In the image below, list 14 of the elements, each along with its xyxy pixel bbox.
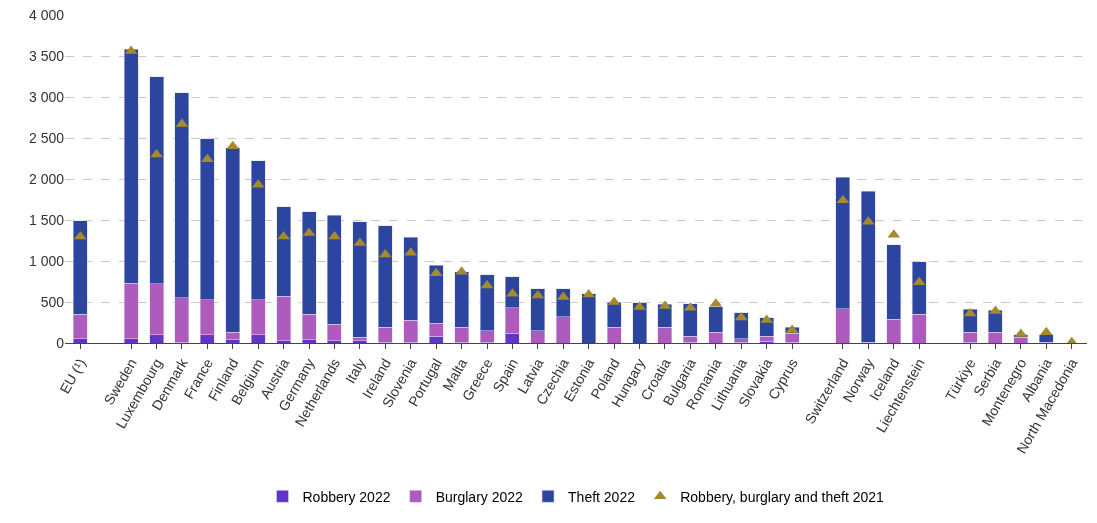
legend-label: Robbery, burglary and theft 2021	[680, 488, 885, 505]
y-tick-label: 500	[40, 293, 65, 310]
y-tick-label: 4 000	[28, 6, 65, 23]
y-tick-label: 3 000	[28, 88, 65, 105]
y-tick-label: 1 500	[28, 211, 65, 228]
y-tick-label: 2 500	[28, 129, 65, 146]
legend-label: Robbery 2022	[302, 488, 391, 505]
y-tick-label: 3 500	[28, 47, 65, 64]
y-tick-label: 2 000	[28, 170, 65, 187]
x-tick-label: EU (¹)	[56, 355, 89, 397]
legend-label: Burglary 2022	[435, 488, 524, 505]
y-tick-label: 1 000	[28, 252, 65, 269]
legend-label: Theft 2022	[568, 488, 636, 505]
y-tick-label: 0	[56, 334, 65, 351]
